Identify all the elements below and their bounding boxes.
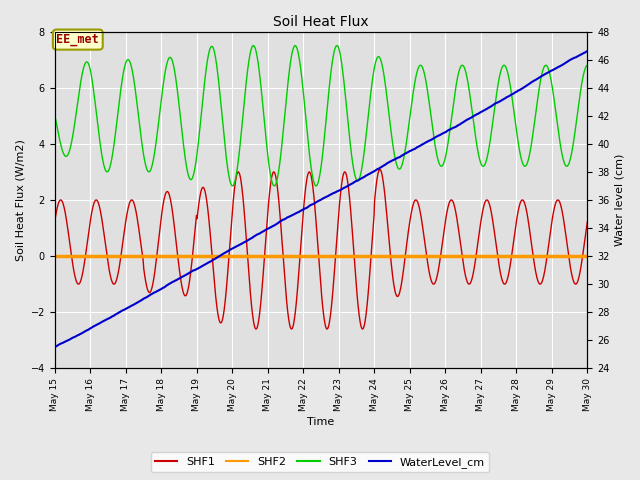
SHF1	[477, 220, 484, 226]
SHF2	[417, 253, 424, 259]
Legend: SHF1, SHF2, SHF3, WaterLevel_cm: SHF1, SHF2, SHF3, WaterLevel_cm	[151, 452, 489, 472]
Line: SHF3: SHF3	[54, 46, 588, 186]
Y-axis label: Water level (cm): Water level (cm)	[615, 154, 625, 246]
SHF2	[285, 253, 293, 259]
X-axis label: Time: Time	[307, 417, 335, 427]
WaterLevel_cm	[584, 48, 591, 54]
WaterLevel_cm	[466, 115, 474, 121]
SHF3	[467, 101, 475, 107]
SHF2	[466, 253, 474, 259]
SHF3	[418, 63, 426, 69]
WaterLevel_cm	[417, 143, 424, 148]
SHF1	[266, 185, 274, 191]
SHF3	[286, 64, 294, 70]
SHF1	[51, 219, 58, 225]
WaterLevel_cm	[51, 344, 58, 350]
SHF1	[285, 320, 293, 326]
SHF1	[323, 326, 331, 332]
SHF1	[418, 216, 426, 222]
SHF3	[477, 160, 484, 166]
SHF2	[476, 253, 483, 259]
SHF3	[584, 62, 591, 68]
Line: WaterLevel_cm: WaterLevel_cm	[54, 51, 588, 347]
Title: Soil Heat Flux: Soil Heat Flux	[273, 15, 369, 29]
SHF2	[266, 253, 274, 259]
SHF2	[584, 253, 591, 259]
SHF3	[266, 169, 274, 175]
SHF3	[51, 111, 58, 117]
SHF3	[105, 167, 113, 172]
SHF1	[467, 279, 475, 285]
WaterLevel_cm	[266, 225, 274, 230]
SHF2	[51, 253, 58, 259]
Text: EE_met: EE_met	[56, 33, 99, 46]
Line: SHF1: SHF1	[54, 169, 588, 329]
WaterLevel_cm	[476, 110, 483, 116]
WaterLevel_cm	[105, 315, 113, 321]
Y-axis label: Soil Heat Flux (W/m2): Soil Heat Flux (W/m2)	[15, 139, 25, 261]
SHF2	[105, 253, 113, 259]
SHF1	[105, 266, 113, 272]
SHF3	[291, 43, 299, 48]
SHF3	[271, 183, 278, 189]
WaterLevel_cm	[285, 214, 293, 219]
SHF1	[376, 167, 384, 172]
SHF1	[584, 219, 591, 225]
